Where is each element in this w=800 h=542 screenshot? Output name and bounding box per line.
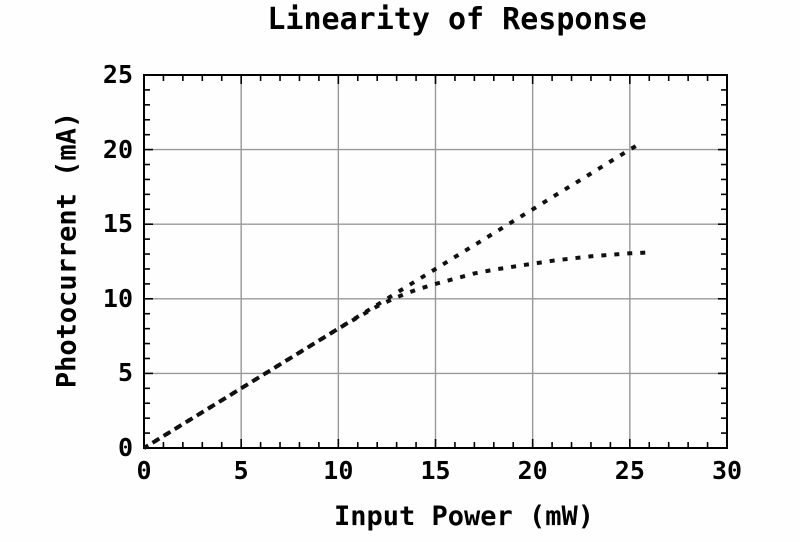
- x-tick-label: 15: [420, 456, 451, 485]
- y-tick-label: 0: [117, 433, 133, 462]
- y-tick-label: 25: [102, 60, 133, 89]
- x-tick-label: 20: [517, 456, 548, 485]
- x-tick-label: 0: [136, 456, 152, 485]
- y-tick-label: 20: [102, 134, 133, 164]
- series-linear-response: [142, 143, 639, 450]
- chart-title: Linearity of Response: [267, 2, 647, 37]
- x-tick-label: 25: [614, 456, 645, 485]
- x-tick-label: 30: [711, 456, 743, 485]
- x-axis-title: Input Power (mW): [333, 501, 595, 532]
- x-tick-label: 5: [233, 456, 249, 485]
- series-saturating-response: [142, 250, 650, 450]
- plot-border: [143, 74, 728, 449]
- x-tick-label: 10: [323, 456, 354, 485]
- y-tick-label: 15: [102, 209, 133, 239]
- y-tick-label: 5: [117, 358, 133, 388]
- y-tick-label: 10: [102, 283, 133, 313]
